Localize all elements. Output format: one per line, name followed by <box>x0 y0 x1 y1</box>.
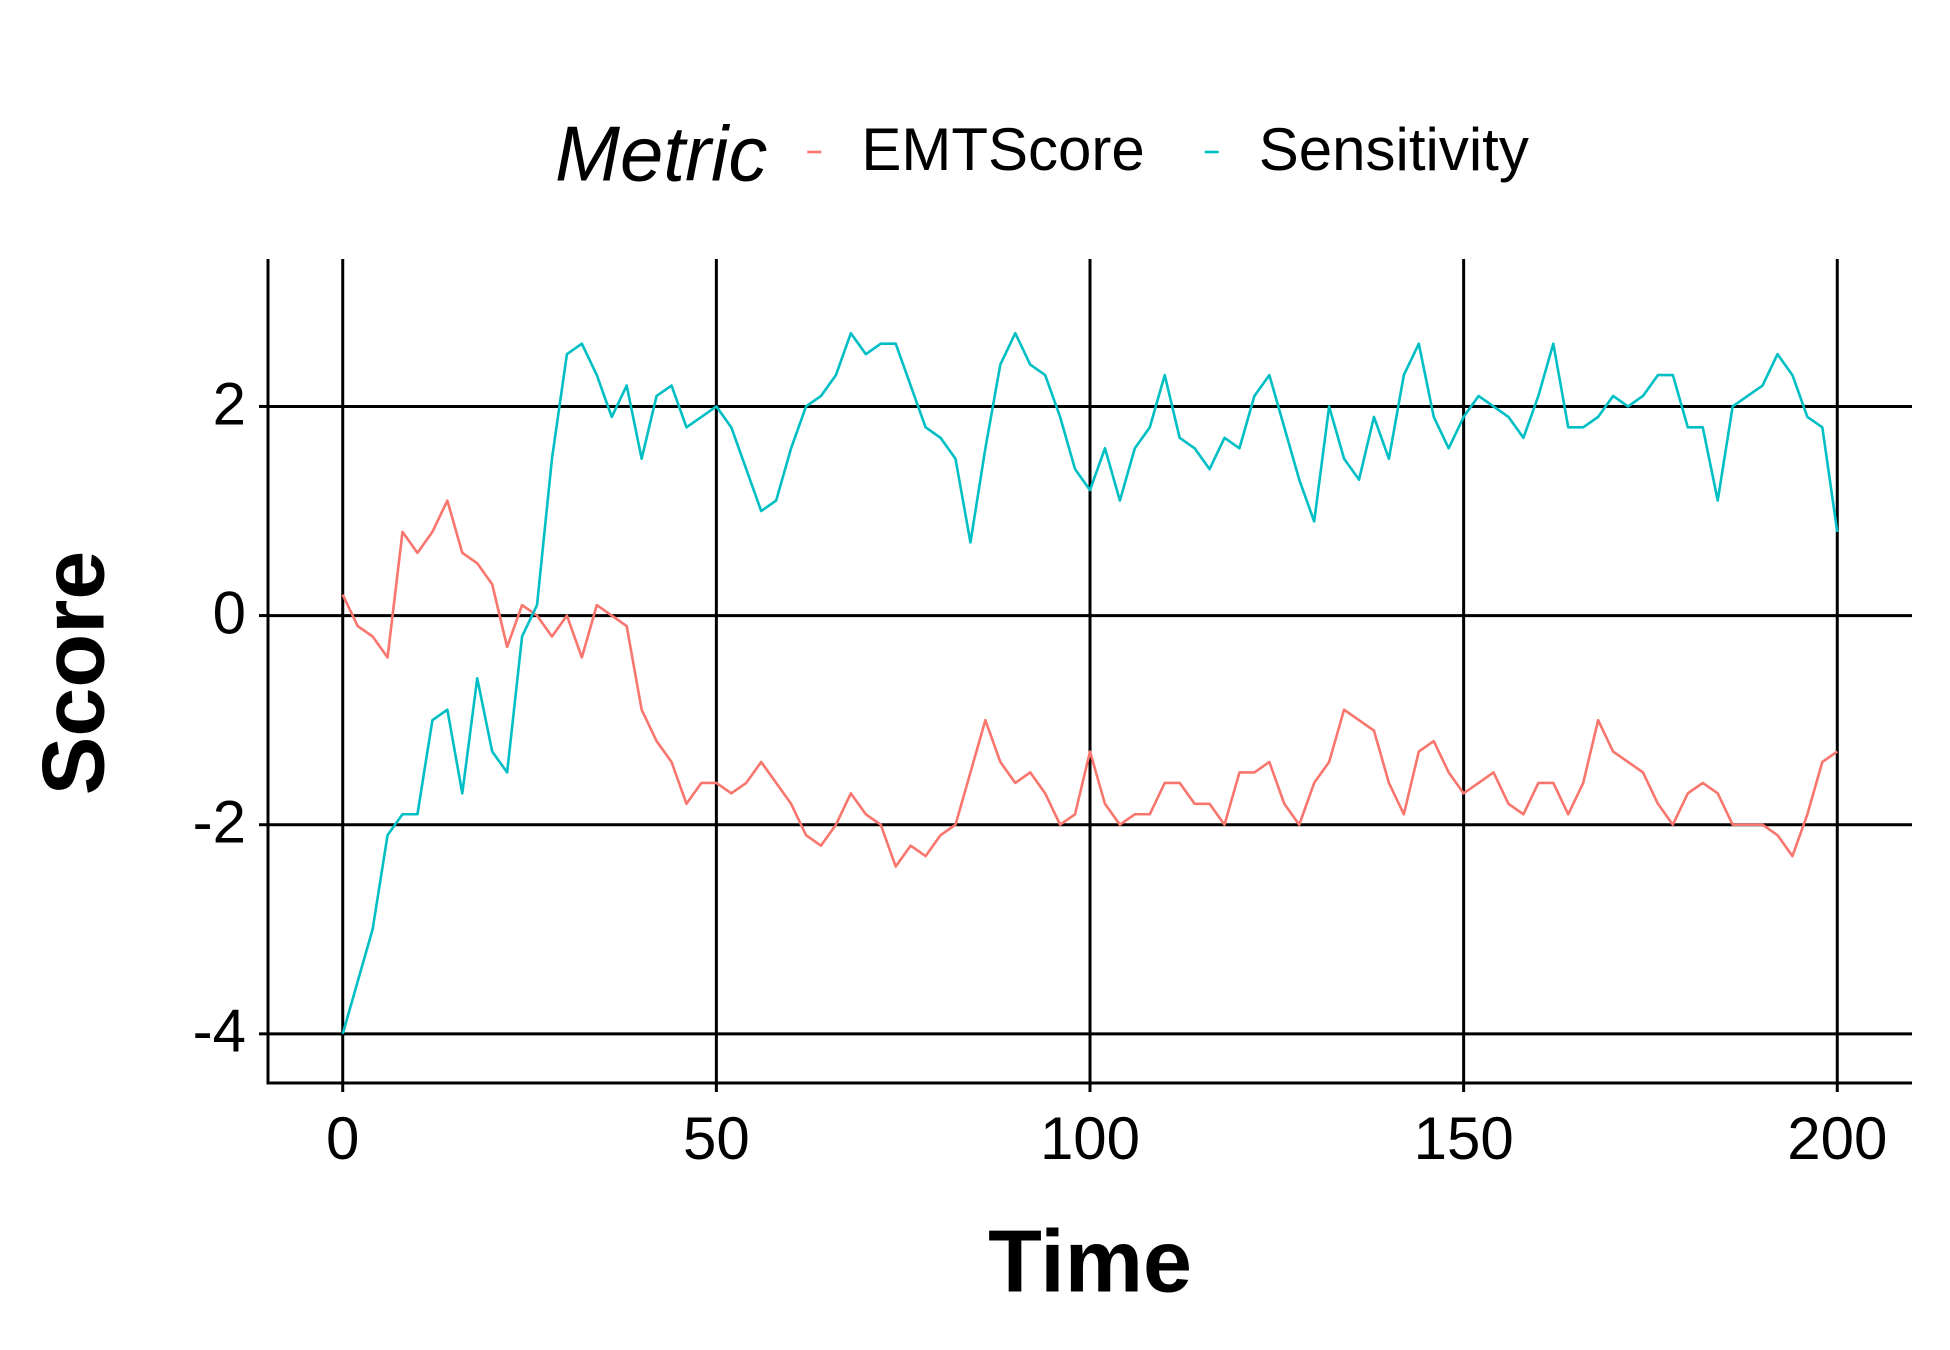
y-axis-title: Score <box>23 551 122 796</box>
x-tick-label: 100 <box>1040 1105 1140 1172</box>
y-tick-label: 2 <box>213 370 246 437</box>
x-axis-title: Time <box>988 1211 1192 1310</box>
legend-label: Sensitivity <box>1259 116 1529 183</box>
y-tick-label: 0 <box>213 579 246 646</box>
x-tick-label: 50 <box>683 1105 750 1172</box>
legend-title: Metric <box>555 110 767 198</box>
x-tick-label: 0 <box>326 1105 359 1172</box>
y-tick-label: -2 <box>193 789 246 856</box>
series-line <box>341 499 1839 868</box>
x-tick-label: 150 <box>1414 1105 1514 1172</box>
series-line <box>341 331 1839 1035</box>
x-tick-label: 200 <box>1787 1105 1887 1172</box>
y-tick-label: -4 <box>193 998 246 1065</box>
legend-label: EMTScore <box>861 116 1144 183</box>
